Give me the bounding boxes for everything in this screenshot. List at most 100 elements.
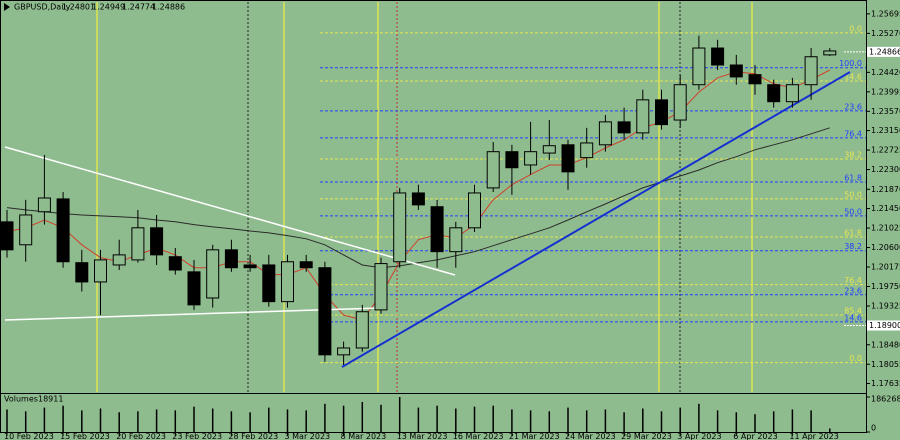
y-tick-label: 1.25695 — [871, 9, 900, 18]
y-tick-label: 1.18480 — [871, 340, 900, 349]
candles — [0, 35, 837, 365]
x-tick-label: 15 Feb 2023 — [60, 432, 110, 440]
x-tick-label: 6 Apr 2023 — [733, 432, 777, 440]
y-tick-label: 1.25270 — [871, 29, 900, 38]
fib-label: 50.0 — [844, 207, 862, 216]
ma-line — [6, 127, 830, 269]
y-tick-label: 1.23150 — [871, 126, 900, 135]
symbol-icon — [4, 3, 10, 11]
candle-body — [580, 142, 594, 159]
low-price: 1.24774 — [122, 3, 155, 12]
candle-body — [449, 227, 463, 253]
y-tick-label: 1.20600 — [871, 243, 900, 252]
candle-body — [524, 151, 538, 166]
candle-body — [37, 197, 51, 213]
candle-body — [767, 84, 781, 103]
candle-body — [393, 192, 407, 263]
fib-label: 50.0 — [844, 190, 862, 199]
candle-body — [299, 261, 313, 269]
open-price: 1.24801 — [62, 3, 95, 12]
candle-body — [598, 121, 612, 146]
x-tick-label: 28 Feb 2023 — [228, 432, 278, 440]
x-tick-label: 21 Mar 2023 — [509, 432, 560, 440]
x-tick-label: 10 Feb 2023 — [4, 432, 54, 440]
candle-body — [505, 151, 519, 169]
candle-body — [281, 261, 294, 303]
x-tick-label: 16 Mar 2023 — [453, 432, 504, 440]
candle-body — [374, 263, 388, 311]
x-tick-label: 23 Feb 2023 — [172, 432, 222, 440]
candle-body — [262, 264, 276, 303]
candle-body — [75, 262, 89, 283]
candle-body — [206, 249, 220, 299]
price-label: 1.24866 — [869, 47, 900, 56]
fib-label: 85.4 — [844, 306, 862, 315]
candle-body — [468, 192, 481, 229]
trendline — [341, 71, 851, 368]
price-label: 1.18900 — [869, 321, 900, 330]
x-tick-label: 3 Apr 2023 — [677, 432, 721, 440]
fib-label: 61.8 — [844, 173, 862, 182]
candle-body — [785, 84, 799, 103]
y-tick-label: 1.21450 — [871, 204, 900, 213]
candle-body — [636, 99, 650, 134]
y-tick-label: 1.21025 — [871, 224, 900, 233]
candle-body — [561, 144, 575, 173]
candle-body — [131, 227, 145, 261]
x-tick-label: 8 Mar 2023 — [341, 432, 387, 440]
y-tick-label: 1.17635 — [871, 379, 900, 388]
y-tick-label: 1.24420 — [871, 68, 900, 77]
candle-body — [430, 206, 444, 253]
axes: 1.25695 1.25270 1.24420 1.23995 1.23570 1.231… — [4, 9, 900, 440]
candle-body — [711, 47, 725, 66]
fib-label: 38.2 — [844, 151, 862, 160]
candle-body — [0, 221, 14, 251]
trendlines — [4, 71, 851, 368]
volume-panel: 186268 0 — [6, 395, 900, 433]
candle-body — [94, 259, 107, 283]
fib-label: 100.0 — [839, 59, 862, 68]
y-tick-label: 1.23570 — [871, 107, 900, 116]
trendline — [4, 307, 381, 321]
candle-body — [486, 151, 500, 189]
vertical-markers — [96, 2, 753, 392]
volume-tick-label: 186268 — [871, 395, 900, 404]
fib-label: 76.4 — [844, 276, 862, 285]
fib-label: 38.2 — [844, 242, 862, 251]
y-tick-label: 1.22300 — [871, 165, 900, 174]
candle-body — [150, 227, 164, 256]
candle-body — [168, 256, 182, 271]
candle-body — [112, 254, 126, 266]
y-tick-label: 1.23995 — [871, 87, 900, 96]
x-tick-label: 29 Mar 2023 — [621, 432, 672, 440]
candle-body — [411, 192, 425, 206]
candle-body — [187, 271, 201, 306]
fib-levels: 0.0100.014.623.676.438.261.850.050.061.8… — [320, 24, 866, 364]
volume-title: Volumes — [4, 395, 38, 404]
candle-body — [692, 47, 706, 86]
symbol: GBPUSD,Daily — [14, 3, 71, 12]
fib-label: 0.0 — [849, 24, 862, 33]
fib-label: 14.6 — [844, 313, 862, 322]
trendline — [4, 146, 456, 276]
y-tick-label: 1.20175 — [871, 263, 900, 272]
fib-label: 14.6 — [844, 73, 862, 82]
y-tick-label: 1.18055 — [871, 360, 900, 369]
candle-body — [804, 56, 818, 86]
price-box — [867, 46, 900, 57]
fib-label: 61.8 — [844, 228, 862, 237]
x-tick-label: 3 Mar 2023 — [285, 432, 331, 440]
y-tick-label: 1.19750 — [871, 282, 900, 291]
candle-body — [655, 99, 668, 126]
candle-body — [823, 50, 837, 56]
candle-body — [337, 347, 351, 356]
volume-frame — [0, 393, 867, 433]
price-box — [867, 320, 900, 331]
candle-body — [318, 267, 332, 356]
y-tick-label: 1.22725 — [871, 146, 900, 155]
candle-body — [19, 214, 33, 246]
candle-body — [748, 74, 762, 85]
candle-body — [224, 249, 238, 269]
x-tick-label: 11 Apr 2023 — [789, 432, 838, 440]
